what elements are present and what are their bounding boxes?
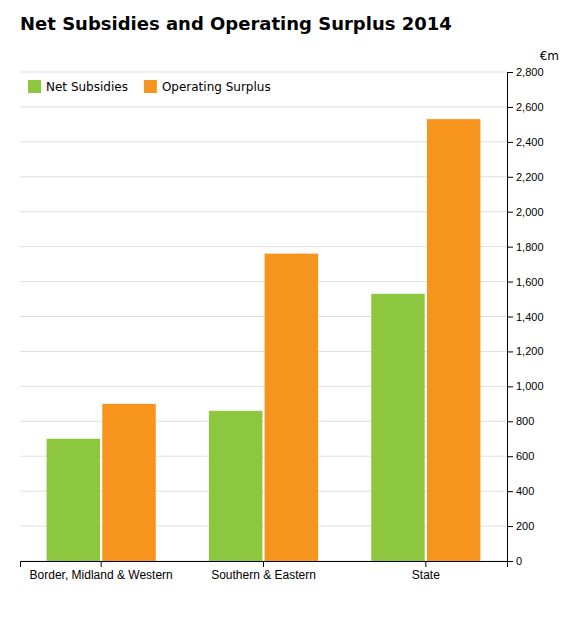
legend-swatch xyxy=(144,80,157,93)
axis-line xyxy=(21,562,508,568)
legend-swatch xyxy=(28,80,41,93)
axis-line xyxy=(508,73,514,562)
tick-mark xyxy=(263,561,264,567)
tick: 2,400 xyxy=(507,136,544,148)
x-axis: Border, Midland & Western Southern & East… xyxy=(21,561,508,582)
tick: 1,600 xyxy=(507,276,544,288)
tick-mark xyxy=(507,386,513,387)
tick: 1,800 xyxy=(507,241,544,253)
bar xyxy=(102,404,155,561)
legend-item: Operating Surplus xyxy=(144,80,271,94)
tick-label: 2,400 xyxy=(516,136,544,148)
tick-mark xyxy=(507,247,513,248)
tick-mark xyxy=(507,72,513,73)
tick-mark xyxy=(507,212,513,213)
grid-line xyxy=(20,72,507,73)
tick: 1,000 xyxy=(507,380,544,392)
tick: 2,600 xyxy=(507,101,544,113)
tick: 0 xyxy=(507,555,522,567)
legend-label: Operating Surplus xyxy=(162,80,271,94)
bar xyxy=(371,294,424,561)
bar xyxy=(47,439,100,561)
tick-label: Border, Midland & Western xyxy=(30,568,173,582)
tick: Southern & Eastern xyxy=(211,561,316,582)
tick-label: 1,800 xyxy=(516,241,544,253)
tick-mark xyxy=(507,282,513,283)
tick-mark xyxy=(507,142,513,143)
tick-mark xyxy=(425,561,426,567)
bars xyxy=(47,119,481,561)
tick-mark xyxy=(507,107,513,108)
title: Net Subsidies and Operating Surplus 2014 xyxy=(20,13,452,34)
tick: 2,200 xyxy=(507,171,544,183)
bar xyxy=(265,254,318,561)
tick-mark xyxy=(507,526,513,527)
tick: Border, Midland & Western xyxy=(30,561,173,582)
tick-label: 2,000 xyxy=(516,206,544,218)
tick-label: 1,200 xyxy=(516,345,544,357)
legend-item: Net Subsidies xyxy=(28,80,128,94)
axis-label: €m xyxy=(540,49,559,63)
tick-label: State xyxy=(412,568,440,582)
y-axis: 0 200 400 600 800 1,000 1,200 1,400 1,600 1,800 2,… xyxy=(507,66,544,567)
tick: 2,800 xyxy=(507,66,544,78)
tick: 800 xyxy=(507,415,534,427)
tick-mark xyxy=(507,177,513,178)
bar xyxy=(427,119,480,561)
tick-label: Southern & Eastern xyxy=(211,568,316,582)
tick-label: 400 xyxy=(516,485,534,497)
tick-label: 2,600 xyxy=(516,101,544,113)
tick: State xyxy=(412,561,440,582)
tick-label: 1,600 xyxy=(516,276,544,288)
tick-mark xyxy=(507,491,513,492)
tick-mark xyxy=(507,351,513,352)
tick-label: 2,800 xyxy=(516,66,544,78)
plot: 0 200 400 600 800 1,000 1,200 1,400 1,600 1,800 2,… xyxy=(20,66,544,582)
tick: 200 xyxy=(507,520,534,532)
tick-mark xyxy=(507,456,513,457)
grid xyxy=(20,72,507,561)
tick-label: 600 xyxy=(516,450,534,462)
tick: 2,000 xyxy=(507,206,544,218)
bar xyxy=(209,411,262,561)
tick-mark xyxy=(507,421,513,422)
grid-line xyxy=(20,106,507,107)
tick-label: 1,000 xyxy=(516,380,544,392)
tick-label: 2,200 xyxy=(516,171,544,183)
tick: 600 xyxy=(507,450,534,462)
tick: 1,400 xyxy=(507,311,544,323)
tick: 400 xyxy=(507,485,534,497)
tick-label: 1,400 xyxy=(516,311,544,323)
legend-label: Net Subsidies xyxy=(46,80,128,94)
tick-mark xyxy=(101,561,102,567)
chart: 0 200 400 600 800 1,000 1,200 1,400 1,600 1,800 2,… xyxy=(0,0,569,631)
tick-mark xyxy=(507,317,513,318)
tick-label: 800 xyxy=(516,415,534,427)
legend: Net Subsidies Operating Surplus xyxy=(28,80,271,94)
tick: 1,200 xyxy=(507,345,544,357)
tick-label: 200 xyxy=(516,520,534,532)
tick-label: 0 xyxy=(516,555,522,567)
